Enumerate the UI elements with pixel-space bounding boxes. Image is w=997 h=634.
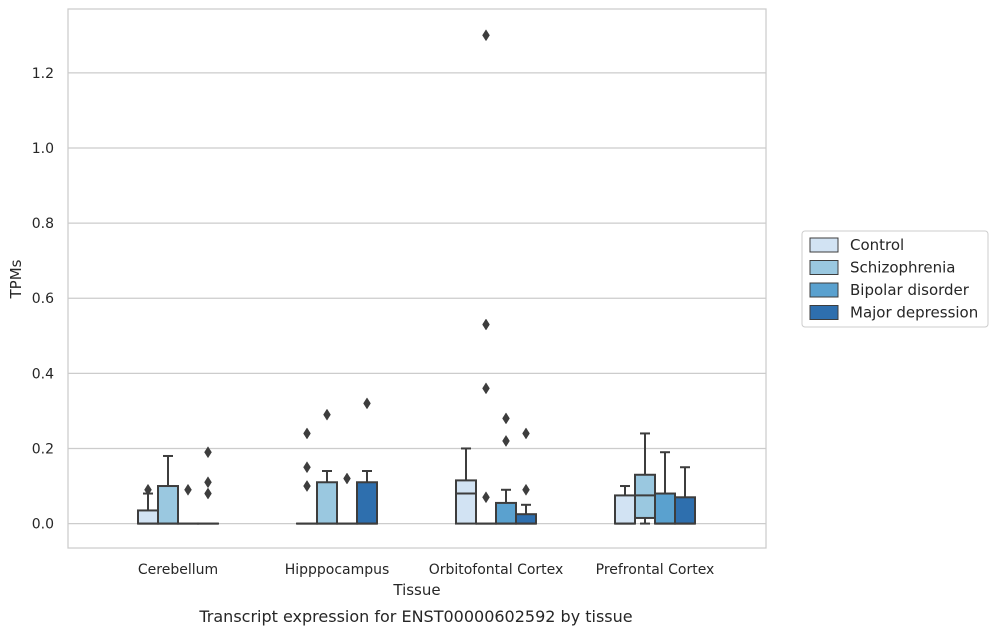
box-iqr [675, 497, 695, 523]
legend-swatch [810, 238, 838, 252]
box-bipolar-disorder [178, 484, 198, 523]
outlier-point [344, 473, 351, 484]
legend: Control Schizophrenia Bipolar disorder Majo… [802, 231, 988, 327]
legend-swatch [810, 261, 838, 275]
box-major-depression [357, 398, 377, 524]
outlier-point [304, 462, 311, 473]
x-tick-labels: Cerebellum Hipppocampus Orbitofontal Corte… [138, 562, 714, 578]
legend-label: Major depression [850, 304, 978, 322]
box-schizophrenia [158, 456, 178, 524]
legend-label: Schizophrenia [850, 259, 955, 277]
box-schizophrenia [635, 433, 655, 523]
outlier-point [324, 409, 331, 420]
outlier-point [483, 319, 490, 330]
box-bipolar-disorder [337, 473, 357, 524]
y-tick-label: 0.8 [32, 216, 54, 232]
outlier-point [503, 413, 510, 424]
x-tick-label: Prefrontal Cortex [596, 562, 715, 578]
y-tick-label: 1.2 [32, 66, 54, 82]
legend-label: Control [850, 236, 904, 254]
legend-item: Schizophrenia [810, 259, 955, 277]
y-tick-label: 0.0 [32, 517, 54, 533]
box-iqr [615, 495, 635, 523]
box-bipolar-disorder [496, 413, 516, 524]
y-tick-labels: 0.0 0.2 0.4 0.6 0.8 1.0 1.2 [32, 66, 54, 533]
box-control [297, 428, 317, 524]
outlier-point [483, 383, 490, 394]
outlier-point [304, 428, 311, 439]
legend-swatch [810, 306, 838, 320]
outlier-point [523, 484, 530, 495]
outlier-point [304, 481, 311, 492]
box-plot-marks [138, 30, 695, 524]
box-major-depression [675, 467, 695, 523]
x-tick-label: Cerebellum [138, 562, 218, 578]
figure-caption: Transcript expression for ENST0000060259… [198, 607, 632, 626]
box-control [456, 448, 476, 523]
y-axis-title: TPMs [7, 259, 25, 299]
box-schizophrenia [317, 409, 337, 523]
outlier-point [205, 488, 212, 499]
box-bipolar-disorder [655, 452, 675, 523]
y-tick-label: 0.6 [32, 291, 54, 307]
y-tick-label: 0.2 [32, 441, 54, 457]
box-iqr [317, 482, 337, 523]
box-iqr [456, 480, 476, 523]
legend-swatch [810, 283, 838, 297]
box-schizophrenia [476, 30, 496, 524]
box-iqr [357, 482, 377, 523]
legend-label: Bipolar disorder [850, 281, 970, 299]
box-iqr [138, 510, 158, 523]
y-tick-label: 1.0 [32, 141, 54, 157]
box-control [615, 486, 635, 524]
legend-item: Bipolar disorder [810, 281, 970, 299]
outlier-point [523, 428, 530, 439]
outlier-point [483, 30, 490, 41]
x-axis-title: Tissue [392, 581, 440, 599]
outlier-point [483, 492, 490, 503]
x-tick-label: Orbitofontal Cortex [429, 562, 564, 578]
box-iqr [516, 514, 536, 523]
box-control [138, 484, 158, 523]
legend-item: Major depression [810, 304, 978, 322]
plot-area-frame [68, 9, 766, 548]
box-major-depression [516, 428, 536, 524]
x-tick-label: Hipppocampus [285, 562, 390, 578]
outlier-point [503, 435, 510, 446]
outlier-point [185, 484, 192, 495]
outlier-point [364, 398, 371, 409]
box-iqr [655, 494, 675, 524]
box-iqr [496, 503, 516, 524]
box-major-depression [198, 447, 218, 524]
box-plot-chart: 0.0 0.2 0.4 0.6 0.8 1.0 1.2 Cerebellum Hipppoca… [0, 0, 997, 634]
outlier-point [205, 477, 212, 488]
y-tick-label: 0.4 [32, 366, 54, 382]
legend-item: Control [810, 236, 904, 254]
box-iqr [158, 486, 178, 524]
